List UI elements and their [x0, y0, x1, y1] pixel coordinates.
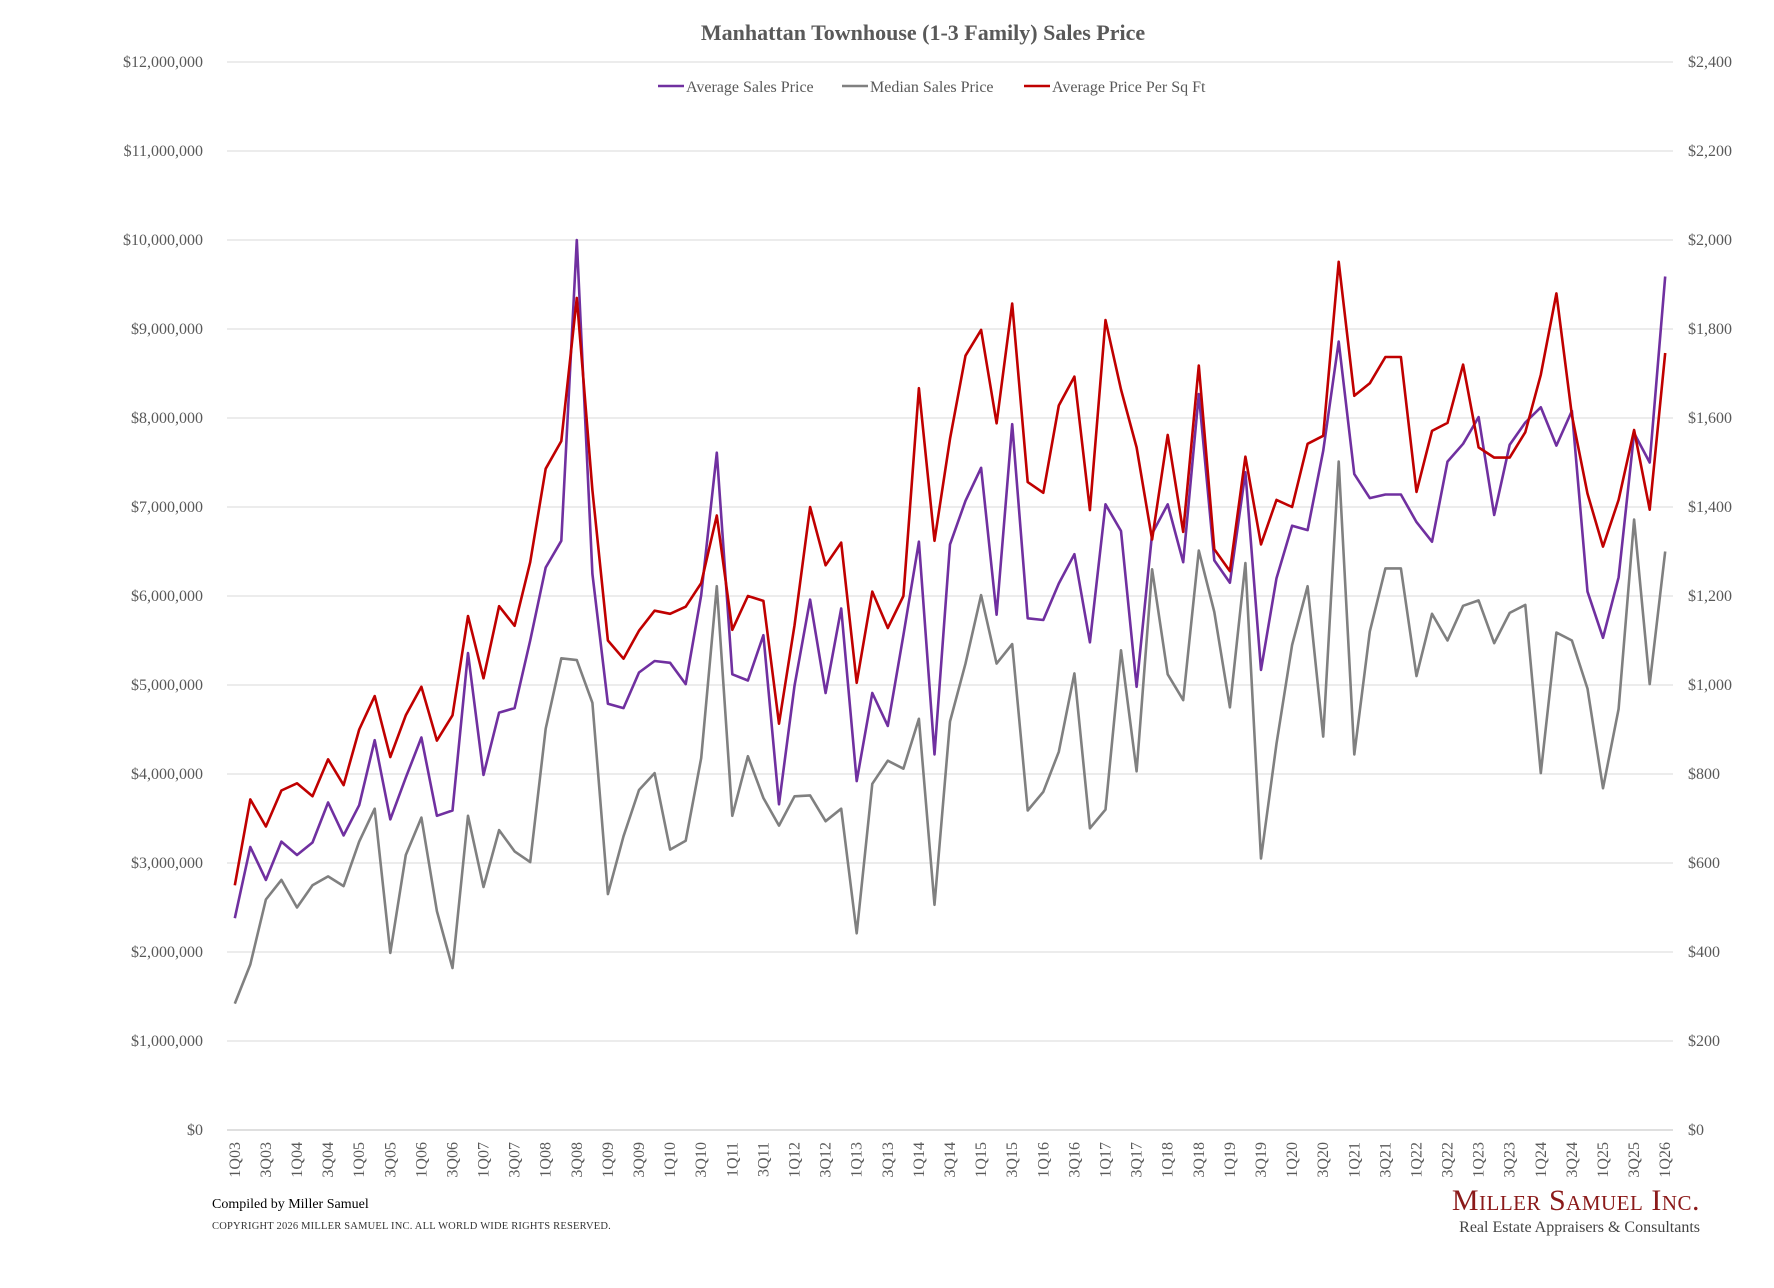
x-tick-label: 3Q25: [1626, 1142, 1643, 1178]
y-left-tick-label: $3,000,000: [131, 855, 203, 872]
x-tick-label: 1Q18: [1160, 1142, 1177, 1178]
x-tick-label: 3Q15: [1004, 1142, 1021, 1178]
y-left-tick-label: $9,000,000: [131, 321, 203, 338]
x-tick-label: 1Q21: [1346, 1142, 1363, 1178]
x-tick-label: 1Q09: [600, 1142, 617, 1178]
x-tick-label: 3Q19: [1253, 1142, 1270, 1178]
x-tick-label: 1Q05: [351, 1142, 368, 1178]
y-left-tick-label: $7,000,000: [131, 499, 203, 516]
x-tick-label: 3Q16: [1066, 1142, 1083, 1178]
x-tick-label: 1Q06: [413, 1142, 430, 1178]
x-tick-label: 3Q03: [258, 1142, 275, 1178]
series-line-median-sales-price: [233, 460, 1667, 1005]
x-tick-label: 3Q09: [631, 1142, 648, 1178]
series-line-average-sales-price: [233, 238, 1667, 919]
y-right-tick-label: $1,200: [1688, 588, 1732, 605]
x-tick-label: 3Q13: [880, 1142, 897, 1178]
x-tick-label: 3Q24: [1564, 1142, 1581, 1178]
legend-label-average-price-per-sq-ft: Average Price Per Sq Ft: [1052, 79, 1206, 96]
x-tick-label: 1Q17: [1097, 1142, 1114, 1178]
y-left-tick-label: $5,000,000: [131, 677, 203, 694]
x-tick-label: 3Q06: [444, 1142, 461, 1178]
x-tick-label: 1Q11: [724, 1142, 741, 1177]
x-tick-label: 1Q10: [662, 1142, 679, 1178]
y-right-tick-label: $1,400: [1688, 499, 1732, 516]
gridlines: [227, 61, 1673, 1131]
x-tick-label: 3Q21: [1377, 1142, 1394, 1178]
y-right-tick-label: $2,200: [1688, 143, 1732, 160]
copyright-notice: COPYRIGHT 2026 MILLER SAMUEL INC. ALL WO…: [212, 1221, 612, 1232]
y-left-tick-label: $1,000,000: [131, 1033, 203, 1050]
x-tick-label: 1Q12: [787, 1142, 804, 1178]
y-left-tick-label: $11,000,000: [124, 143, 203, 160]
series-line-average-price-per-sq-ft: [233, 260, 1667, 886]
company-logo: Miller Samuel Inc. Real Estate Appraiser…: [1440, 1185, 1700, 1239]
y-left-tick-label: $4,000,000: [131, 766, 203, 783]
series-group: [233, 238, 1667, 1005]
y-axis-left: $0 $1,000,000 $2,000,000 $3,000,000 $4,000,0…: [123, 54, 203, 1139]
y-left-tick-label: $10,000,000: [123, 232, 203, 249]
x-tick-label: 3Q20: [1315, 1142, 1332, 1178]
x-tick-label: 1Q13: [849, 1142, 866, 1178]
x-tick-label: 3Q18: [1191, 1142, 1208, 1178]
y-right-tick-label: $1,000: [1688, 677, 1732, 694]
y-right-tick-label: $1,600: [1688, 410, 1732, 427]
x-tick-label: 1Q25: [1595, 1142, 1612, 1178]
y-left-tick-label: $0: [187, 1122, 203, 1139]
y-left-tick-label: $6,000,000: [131, 588, 203, 605]
legend-label-median-sales-price: Median Sales Price: [870, 79, 994, 96]
x-tick-label: 1Q08: [538, 1142, 555, 1178]
y-left-tick-label: $8,000,000: [131, 410, 203, 427]
x-tick-label: 3Q11: [755, 1142, 772, 1177]
logo-name: Miller Samuel Inc.: [1451, 1184, 1700, 1217]
x-tick-label: 1Q24: [1533, 1142, 1550, 1178]
x-tick-label: 3Q04: [320, 1142, 337, 1178]
x-tick-label: 1Q23: [1471, 1142, 1488, 1178]
logo-tagline: Real Estate Appraisers & Consultants: [1459, 1219, 1700, 1236]
x-axis: 1Q03 3Q03 1Q04 3Q04 1Q05 3Q05 1Q06 3Q06 1Q07 3Q07…: [227, 1129, 1674, 1178]
x-tick-label: 1Q26: [1657, 1142, 1674, 1178]
x-tick-label: 1Q03: [227, 1142, 244, 1178]
x-tick-label: 3Q07: [507, 1142, 524, 1178]
x-tick-label: 1Q20: [1284, 1142, 1301, 1178]
x-tick-label: 1Q07: [476, 1142, 493, 1178]
y-right-tick-label: $0: [1688, 1122, 1704, 1139]
y-right-tick-label: $2,000: [1688, 232, 1732, 249]
x-tick-label: 3Q14: [942, 1142, 959, 1178]
y-right-tick-label: $400: [1688, 944, 1720, 961]
y-right-tick-label: $2,400: [1688, 54, 1732, 71]
y-right-tick-label: $800: [1688, 766, 1720, 783]
y-right-tick-label: $200: [1688, 1033, 1720, 1050]
x-tick-label: 3Q17: [1129, 1142, 1146, 1178]
y-right-tick-label: $600: [1688, 855, 1720, 872]
x-tick-label: 3Q08: [569, 1142, 586, 1178]
legend-label-average-sales-price: Average Sales Price: [686, 79, 814, 96]
x-tick-label: 1Q19: [1222, 1142, 1239, 1178]
chart-title: Manhattan Townhouse (1-3 Family) Sales P…: [701, 20, 1146, 45]
x-tick-label: 1Q14: [911, 1142, 928, 1178]
x-tick-label: 1Q04: [289, 1142, 306, 1178]
x-tick-label: 3Q05: [382, 1142, 399, 1178]
compiled-by-label: Compiled by Miller Samuel: [212, 1197, 369, 1212]
y-left-tick-label: $12,000,000: [123, 54, 203, 71]
x-tick-label: 3Q12: [818, 1142, 835, 1178]
y-left-tick-label: $2,000,000: [131, 944, 203, 961]
legend: Average Sales Price Median Sales Price Ave…: [658, 79, 1206, 96]
x-tick-label: 1Q15: [973, 1142, 990, 1178]
y-right-tick-label: $1,800: [1688, 321, 1732, 338]
x-tick-label: 3Q22: [1440, 1142, 1457, 1178]
x-tick-label: 1Q16: [1035, 1142, 1052, 1178]
y-axis-right: $0 $200 $400 $600 $800 $1,000 $1,200 $1,400 $1,6…: [1688, 54, 1732, 1139]
x-tick-label: 1Q22: [1408, 1142, 1425, 1178]
x-tick-label: 3Q23: [1502, 1142, 1519, 1178]
x-tick-label: 3Q10: [693, 1142, 710, 1178]
